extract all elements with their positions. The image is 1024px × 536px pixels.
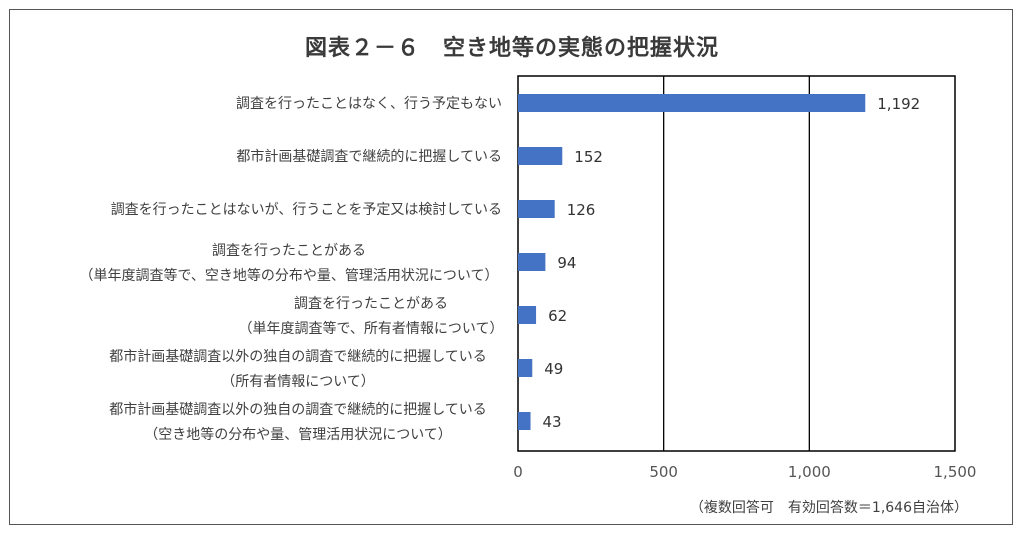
value-label-4: 62	[548, 307, 567, 325]
bar-2	[518, 200, 555, 218]
value-label-3: 94	[557, 254, 576, 272]
category-label-1: 都市計画基礎調査で継続的に把握している	[236, 148, 502, 165]
figure-frame	[9, 9, 1013, 525]
category-label-5-line-0: 都市計画基礎調査以外の独自の調査で継続的に把握している	[109, 348, 487, 365]
category-label-6-line-0: 都市計画基礎調査以外の独自の調査で継続的に把握している	[109, 401, 487, 418]
category-label-0: 調査を行ったことはなく、行う予定もない	[236, 96, 502, 112]
category-label-3-line-0: 調査を行ったことがある	[212, 243, 366, 259]
x-tick-label: 0	[513, 463, 523, 481]
category-label-5-line-1: （所有者情報について）	[221, 374, 375, 390]
bar-3	[518, 253, 546, 271]
bar-1	[518, 147, 563, 165]
bar-4	[518, 306, 537, 324]
category-label-3-line-1: （単年度調査等で、空き地等の分布や量、管理活用状況について）	[79, 267, 498, 284]
x-tick-label: 1,500	[934, 463, 977, 481]
plot-border	[517, 75, 956, 452]
value-label-1: 152	[574, 148, 603, 166]
category-label-2: 調査を行ったことはないが、行うことを予定又は検討している	[111, 202, 502, 218]
value-label-0: 1,192	[877, 95, 920, 113]
category-label-6-line-1: （空き地等の分布や量、管理活用状況について）	[144, 426, 452, 443]
value-label-5: 49	[544, 360, 563, 378]
footnote: （複数回答可 有効回答数＝1,646自治体）	[689, 500, 968, 516]
chart-title: 図表２－６ 空き地等の実態の把握状況	[304, 36, 719, 61]
category-label-4-line-0: 調査を行ったことがある	[294, 296, 448, 312]
bar-0	[518, 94, 866, 112]
value-label-2: 126	[567, 201, 596, 219]
bar-6	[518, 412, 531, 430]
bar-5	[518, 359, 533, 377]
x-tick-label: 500	[649, 463, 678, 481]
x-tick-label: 1,000	[788, 463, 831, 481]
value-label-6: 43	[543, 413, 562, 431]
category-label-4-line-1: （単年度調査等で、所有者情報について）	[238, 320, 503, 337]
